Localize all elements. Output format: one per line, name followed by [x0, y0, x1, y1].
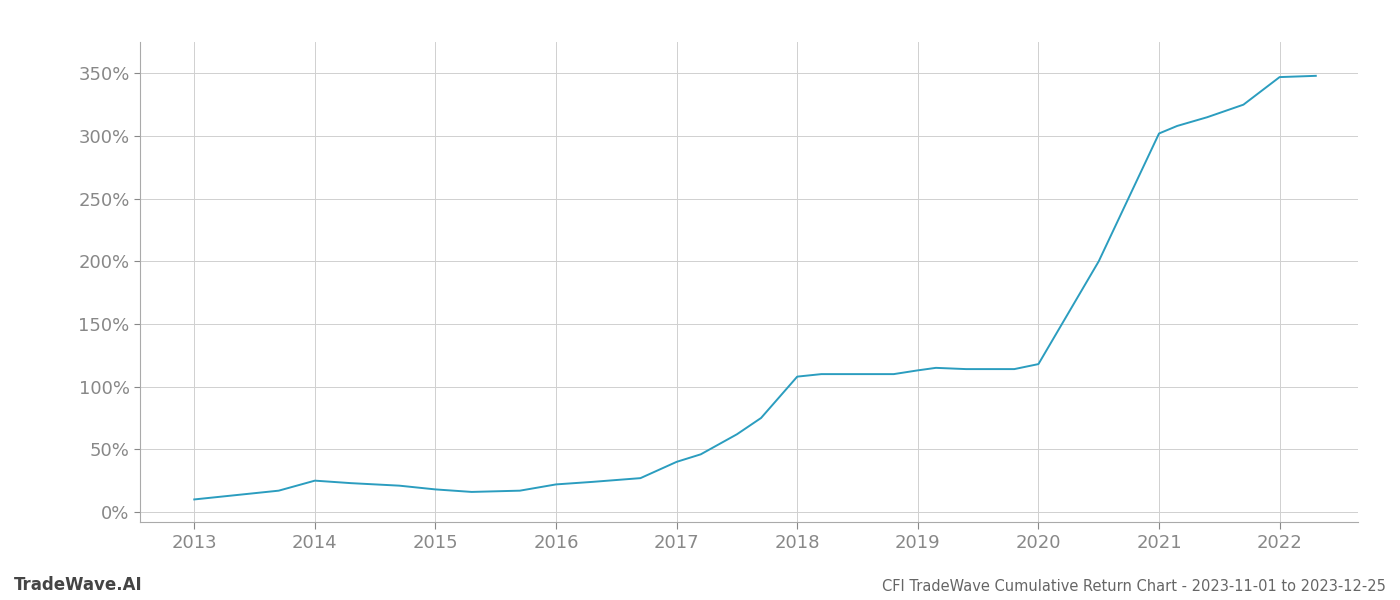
Text: TradeWave.AI: TradeWave.AI: [14, 576, 143, 594]
Text: CFI TradeWave Cumulative Return Chart - 2023-11-01 to 2023-12-25: CFI TradeWave Cumulative Return Chart - …: [882, 579, 1386, 594]
